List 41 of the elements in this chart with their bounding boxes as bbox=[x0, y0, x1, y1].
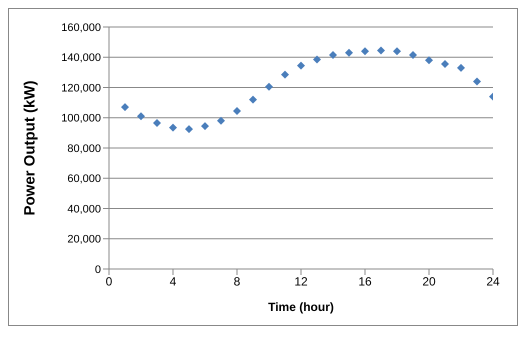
point bbox=[393, 47, 401, 56]
x-tick-label: 4 bbox=[170, 274, 177, 289]
point bbox=[361, 47, 369, 56]
y-tick-label: 0 bbox=[94, 264, 101, 276]
y-tick-label: 20,000 bbox=[67, 234, 101, 246]
point bbox=[249, 96, 257, 104]
y-tick-label: 40,000 bbox=[67, 203, 101, 216]
point bbox=[457, 64, 465, 72]
point bbox=[121, 103, 129, 112]
point bbox=[169, 124, 177, 132]
y-axis-title: Power Output (kW) bbox=[21, 80, 38, 216]
x-tick-label: 8 bbox=[234, 274, 241, 289]
x-axis-title: Time (hour) bbox=[268, 300, 334, 314]
point bbox=[329, 50, 337, 59]
point bbox=[409, 50, 417, 59]
point bbox=[265, 82, 273, 91]
point bbox=[233, 106, 241, 115]
x-tick-label: 0 bbox=[106, 274, 113, 289]
y-tick-label: 120,000 bbox=[61, 82, 101, 94]
x-tick-label: 24 bbox=[486, 274, 500, 289]
point bbox=[137, 112, 145, 120]
y-tick-label: 100,000 bbox=[61, 112, 101, 125]
y-tick-label: 160,000 bbox=[61, 22, 101, 34]
point bbox=[425, 56, 433, 64]
x-tick-label: 20 bbox=[422, 274, 436, 289]
point bbox=[473, 77, 481, 86]
point bbox=[345, 48, 353, 57]
point bbox=[217, 116, 225, 125]
y-tick-label: 60,000 bbox=[67, 173, 101, 186]
x-tick-label: 12 bbox=[294, 274, 308, 289]
point bbox=[281, 70, 289, 79]
y-tick-label: 140,000 bbox=[61, 52, 101, 64]
point bbox=[297, 62, 305, 70]
point bbox=[153, 119, 161, 128]
point bbox=[201, 122, 209, 130]
x-tick-label: 16 bbox=[358, 274, 372, 289]
point bbox=[313, 56, 321, 64]
point bbox=[441, 60, 449, 68]
point bbox=[185, 125, 193, 134]
point bbox=[377, 46, 385, 54]
y-tick-label: 80,000 bbox=[67, 142, 101, 155]
